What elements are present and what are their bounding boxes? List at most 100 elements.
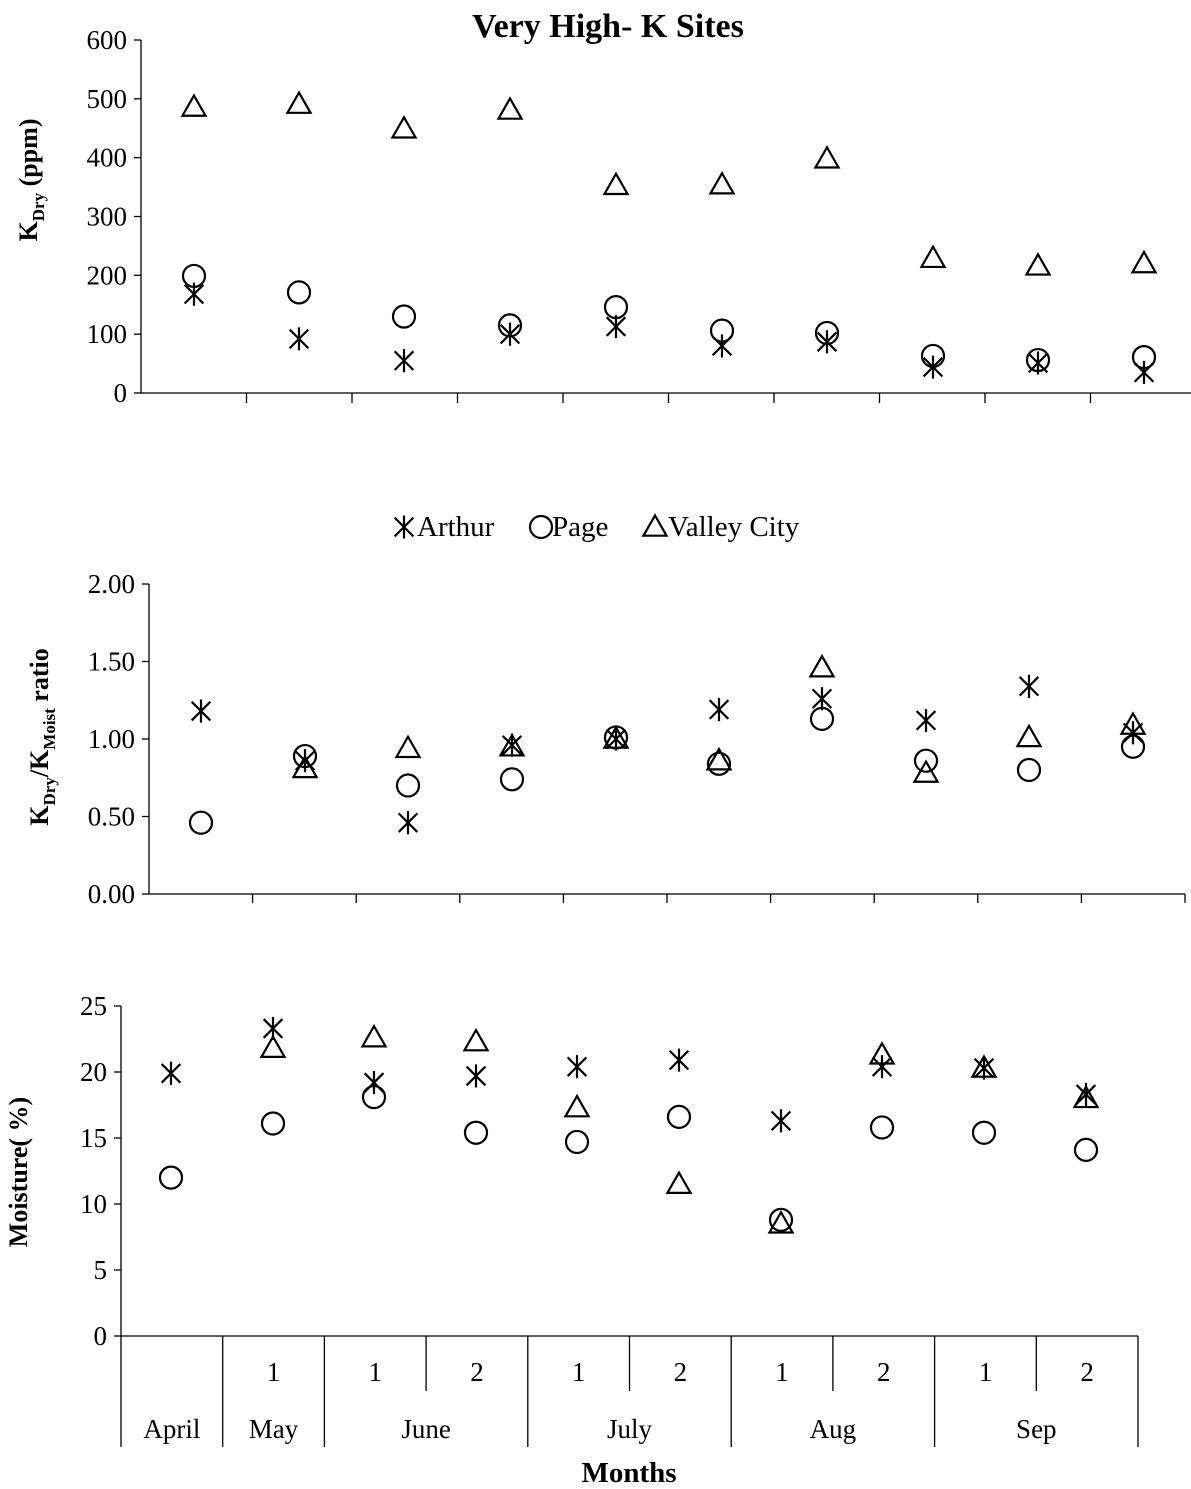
y-label-unit: (ppm) (14, 119, 43, 193)
data-point-circle (181, 263, 207, 289)
data-point-circle (188, 810, 214, 835)
data-point-triangle (970, 1054, 998, 1078)
axes: 0.00 0.50 1.00 1.50 2.00 (88, 569, 1186, 909)
legend-item-valley-city: Valley City (641, 511, 800, 543)
data-point-circle (1131, 345, 1157, 370)
x-axis-label: Months (581, 1457, 676, 1489)
data-point-triangle (1130, 249, 1158, 274)
data-point-triangle (1024, 252, 1052, 276)
data-point-asterisk (770, 1109, 792, 1133)
data-point-circle (292, 743, 318, 769)
data-point-circle (869, 1115, 895, 1140)
y-label-subscript: Dry (29, 192, 48, 221)
x-group-label: May (249, 1414, 299, 1444)
data-point-triangle (602, 171, 630, 196)
data-point-circle (666, 1104, 692, 1129)
data-point-asterisk (711, 334, 733, 358)
legend-item-page: Page (528, 511, 608, 543)
data-point-triangle (563, 1093, 591, 1118)
x-sub-label: 2 (877, 1357, 891, 1387)
x-sub-label: 1 (775, 1357, 789, 1387)
series-arthur (160, 1016, 1097, 1133)
data-point-circle (709, 318, 735, 343)
data-point-asterisk (397, 811, 419, 835)
data-point-circle (463, 1120, 489, 1145)
data-point-asterisk (1133, 360, 1155, 384)
y-label-ratio: ratio (25, 648, 54, 708)
data-point-circle (1073, 1137, 1099, 1162)
y-label-main: K (25, 805, 54, 826)
data-point-triangle (1015, 723, 1043, 748)
series-valley-city (291, 653, 1147, 783)
y-tick-label: 15 (80, 1123, 107, 1153)
legend-label-valley-city: Valley City (668, 511, 800, 543)
data-point-triangle (708, 170, 736, 195)
data-point-triangle (496, 96, 524, 120)
y-tick-label: 0.50 (88, 802, 135, 832)
chart-kdry-ppm: Very High- K Sites KDry (ppm) 0 100 200 300… (14, 8, 1191, 408)
data-point-triangle (767, 1210, 795, 1234)
data-point-circle (920, 343, 946, 369)
data-point-circle (809, 706, 835, 731)
y-label-main: K (14, 220, 43, 241)
data-point-triangle (498, 732, 526, 757)
y-tick-label: 10 (80, 1189, 107, 1219)
data-point-asterisk (465, 1064, 487, 1088)
data-point-asterisk (499, 322, 521, 346)
data-point-asterisk (871, 1055, 893, 1079)
series-page (181, 263, 1157, 373)
legend-label-arthur: Arthur (417, 511, 495, 543)
data-point-triangle (360, 1023, 388, 1048)
data-point-triangle (919, 244, 947, 269)
data-point-triangle (808, 653, 836, 678)
data-point-asterisk (288, 327, 310, 351)
data-point-asterisk (393, 349, 415, 373)
y-tick-label: 100 (87, 319, 128, 349)
x-sub-label: 2 (470, 1357, 484, 1387)
data-point-circle (395, 773, 421, 798)
data-point-asterisk (160, 1061, 182, 1085)
legend-label-page: Page (552, 511, 608, 543)
data-point-triangle (813, 145, 841, 169)
y-tick-label: 5 (94, 1255, 108, 1285)
data-point-triangle (665, 1170, 693, 1194)
y-tick-label: 0 (94, 1321, 108, 1351)
x-sub-label: 2 (674, 1357, 688, 1387)
y-tick-label: 25 (80, 991, 107, 1021)
series-valley-city (180, 90, 1158, 276)
x-sub-label: 2 (1080, 1357, 1094, 1387)
x-group-label: April (143, 1414, 200, 1444)
data-point-circle (158, 1165, 184, 1190)
series-page (188, 706, 1146, 835)
series-valley-city (259, 1023, 1100, 1234)
data-point-circle (1016, 757, 1042, 783)
y-label-slash-k: /K (25, 749, 54, 778)
data-point-circle (361, 1084, 387, 1110)
data-point-triangle (705, 746, 733, 771)
data-point-circle (391, 304, 417, 329)
legend-marker-asterisk (393, 515, 415, 539)
axes: 0 5 10 15 20 25 (80, 991, 1138, 1351)
y-tick-label: 400 (87, 143, 128, 173)
data-point-triangle (390, 115, 418, 139)
data-point-circle (1120, 734, 1146, 759)
legend-marker-circle (528, 514, 554, 540)
y-label-subscript-moist: Moist (40, 708, 59, 750)
data-point-asterisk (501, 733, 523, 757)
data-point-triangle (1119, 711, 1147, 735)
legend-marker-triangle (641, 513, 669, 537)
y-tick-label: 2.00 (88, 569, 135, 599)
data-point-triangle (291, 754, 319, 779)
y-axis-label-moisture: Moisture( %) (4, 1097, 33, 1247)
data-point-circle (260, 1111, 286, 1136)
data-point-circle (913, 748, 939, 773)
data-point-triangle (912, 759, 940, 783)
legend-marker-asterisk (393, 515, 415, 539)
data-point-asterisk (811, 687, 833, 711)
data-point-asterisk (915, 708, 937, 732)
data-point-circle (814, 320, 840, 346)
data-point-circle (971, 1120, 997, 1145)
y-tick-label: 0 (114, 378, 128, 408)
